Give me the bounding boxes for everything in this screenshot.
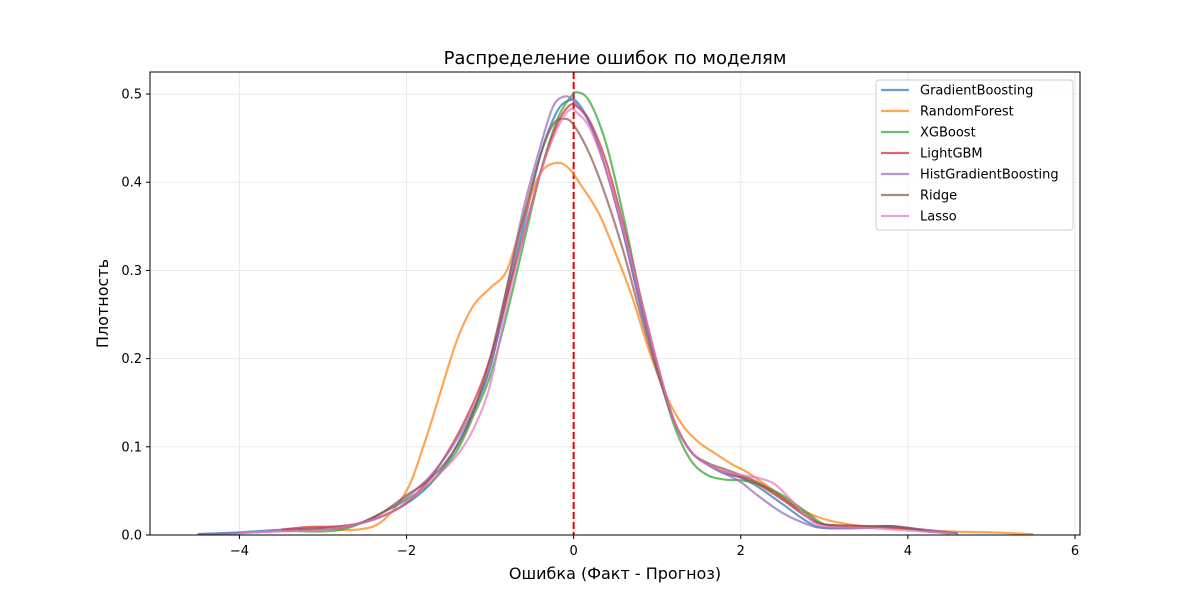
legend-label-gradientboosting: GradientBoosting <box>920 84 1033 99</box>
x-tick-label: −2 <box>397 544 416 559</box>
legend-label-xgboost: XGBoost <box>920 126 976 141</box>
x-tick-label: −4 <box>230 544 249 559</box>
series-line-histgradientboosting <box>197 95 959 536</box>
legend-label-ridge: Ridge <box>920 189 957 204</box>
legend-label-randomforest: RandomForest <box>920 105 1014 120</box>
x-tick-label: 6 <box>1071 544 1079 559</box>
x-tick-label: 4 <box>904 544 912 559</box>
y-tick-label: 0.1 <box>121 440 142 455</box>
x-tick-label: 2 <box>737 544 745 559</box>
y-tick-label: 0.4 <box>121 176 142 191</box>
legend: GradientBoosting RandomForest XGBoost Light… <box>875 79 1074 231</box>
y-tick-label: 0.5 <box>121 88 142 103</box>
y-tick-label: 0.0 <box>121 529 142 544</box>
y-axis-title: Плотность <box>93 259 112 348</box>
axes: −4 −2 0 2 4 6 0.0 0.1 0.2 0.3 0.4 0.5 <box>121 88 1079 559</box>
x-tick-label: 0 <box>569 544 577 559</box>
plot-area-frame <box>149 71 1081 536</box>
series-line-lasso <box>239 107 950 535</box>
x-axis-title: Ошибка (Факт - Прогноз) <box>509 564 721 583</box>
series-line-randomforest <box>281 161 1034 536</box>
y-tick-label: 0.3 <box>121 264 142 279</box>
legend-label-histgradientboosting: HistGradientBoosting <box>920 168 1059 183</box>
series-layer <box>197 91 1034 536</box>
y-tick-label: 0.2 <box>121 352 142 367</box>
legend-label-lasso: Lasso <box>920 210 957 225</box>
legend-box <box>875 79 1074 231</box>
chart-title: Распределение ошибок по моделям <box>444 48 787 69</box>
legend-label-lightgbm: LightGBM <box>920 147 983 162</box>
series-line-ridge <box>297 117 925 532</box>
